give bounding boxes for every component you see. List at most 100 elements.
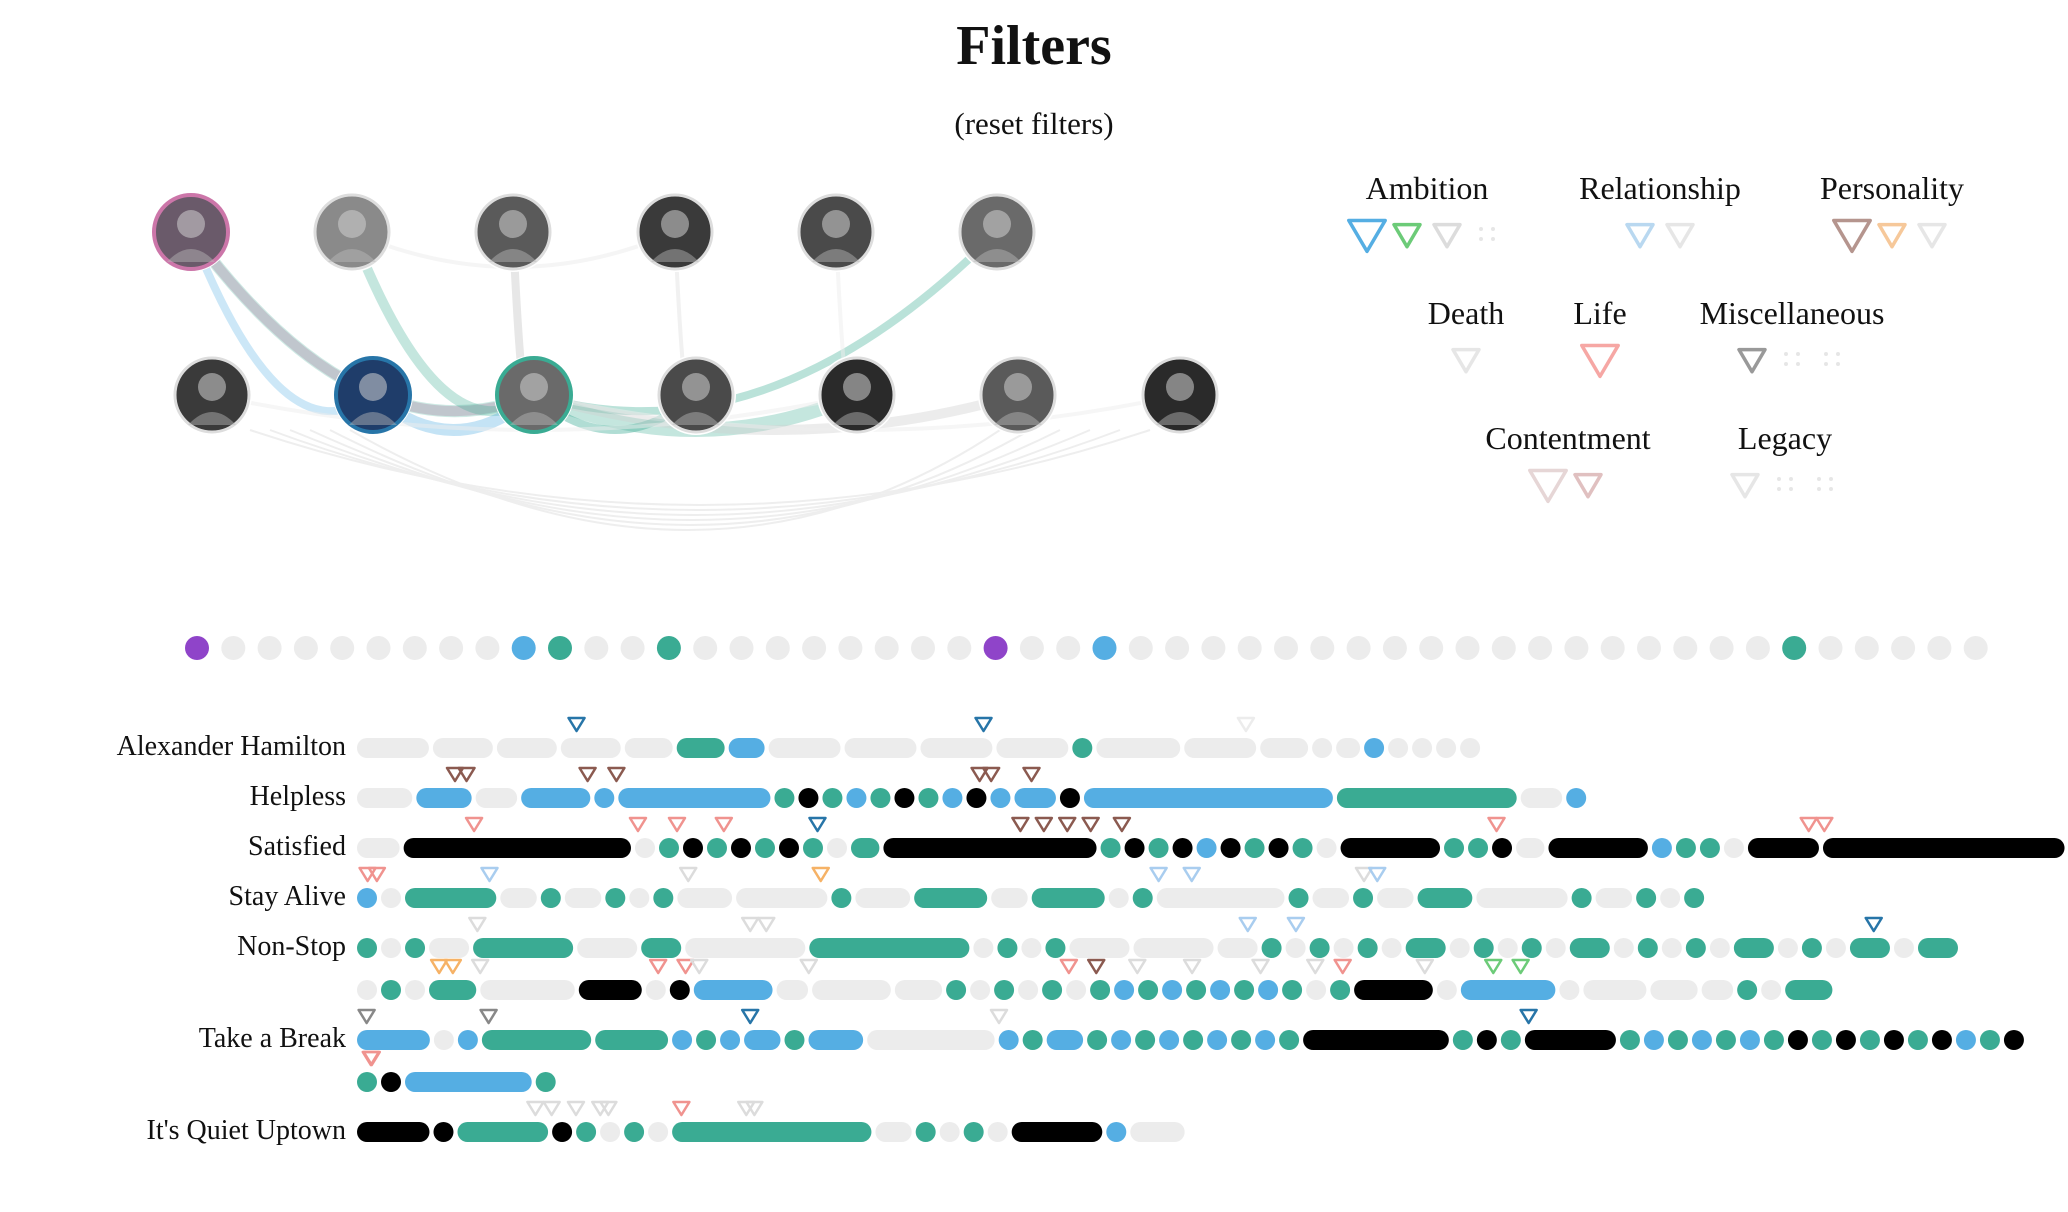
line-segment[interactable] — [576, 1122, 597, 1142]
line-segment[interactable] — [994, 980, 1015, 1000]
line-segment[interactable] — [822, 788, 843, 808]
theme-dot[interactable] — [656, 636, 681, 660]
line-segment[interactable] — [1761, 980, 1782, 1000]
line-segment[interactable] — [1436, 738, 1457, 758]
line-segment[interactable] — [1288, 888, 1309, 908]
theme-marker-icon[interactable] — [443, 958, 463, 975]
line-segment[interactable] — [1699, 838, 1720, 858]
line-segment[interactable] — [1059, 788, 1080, 808]
theme-dot[interactable] — [1382, 636, 1407, 660]
line-segment[interactable] — [1660, 888, 1681, 908]
line-segment[interactable] — [850, 838, 880, 858]
line-segment[interactable] — [648, 1122, 669, 1142]
line-segment[interactable] — [1811, 1030, 1832, 1050]
theme-marker-icon[interactable] — [981, 766, 1001, 783]
line-segment[interactable] — [1468, 838, 1489, 858]
theme-dot[interactable] — [1092, 636, 1117, 660]
character-eliza-avatar[interactable] — [151, 192, 231, 272]
line-segment[interactable] — [1548, 838, 1648, 858]
line-segment[interactable] — [855, 888, 911, 908]
line-segment[interactable] — [1087, 1030, 1108, 1050]
line-segment[interactable] — [1220, 838, 1241, 858]
line-segment[interactable] — [685, 938, 806, 958]
filter-triangle-icon[interactable] — [1665, 222, 1695, 249]
line-segment[interactable] — [578, 980, 642, 1000]
line-segment[interactable] — [990, 788, 1011, 808]
line-segment[interactable] — [1183, 1030, 1204, 1050]
line-segment[interactable] — [1234, 980, 1255, 1000]
theme-marker-icon[interactable] — [1034, 816, 1054, 833]
theme-dot[interactable] — [838, 636, 863, 660]
line-segment[interactable] — [966, 788, 987, 808]
theme-marker-icon[interactable] — [542, 1100, 561, 1117]
line-segment[interactable] — [535, 1072, 556, 1092]
theme-marker-icon[interactable] — [607, 766, 626, 783]
theme-marker-icon[interactable] — [1484, 958, 1503, 975]
filter-title-contentment[interactable]: Contentment — [1485, 420, 1651, 456]
line-segment[interactable] — [405, 1072, 532, 1092]
theme-marker-icon[interactable] — [628, 816, 648, 833]
theme-marker-icon[interactable] — [599, 1100, 618, 1117]
line-segment[interactable] — [1571, 888, 1592, 908]
line-segment[interactable] — [720, 1030, 741, 1050]
filter-triangle-icon[interactable] — [1451, 347, 1481, 374]
line-segment[interactable] — [1476, 888, 1568, 908]
theme-dot[interactable] — [1709, 636, 1734, 660]
line-segment[interactable] — [1709, 938, 1730, 958]
character-washington-avatar[interactable] — [172, 355, 252, 435]
filter-title-death[interactable]: Death — [1427, 295, 1505, 331]
line-segment[interactable] — [473, 938, 574, 958]
line-segment[interactable] — [844, 738, 917, 758]
line-segment[interactable] — [1955, 1030, 1976, 1050]
line-segment[interactable] — [381, 980, 401, 1000]
line-segment[interactable] — [1691, 1030, 1712, 1050]
line-segment[interactable] — [672, 1030, 693, 1050]
theme-marker-icon[interactable] — [1251, 958, 1270, 975]
line-segment[interactable] — [1476, 1030, 1497, 1050]
line-segment[interactable] — [1303, 1030, 1449, 1050]
filter-title-ambition[interactable]: Ambition — [1365, 170, 1489, 206]
theme-marker-icon[interactable] — [737, 1100, 756, 1117]
filter-triangle-icon[interactable] — [1432, 222, 1462, 249]
line-segment[interactable] — [381, 888, 401, 908]
theme-dot[interactable] — [511, 636, 536, 660]
filter-triangle-icon[interactable] — [1730, 472, 1760, 499]
line-segment[interactable] — [1132, 888, 1153, 908]
line-segment[interactable] — [1520, 788, 1563, 808]
character-ensemble-avatar[interactable] — [1140, 355, 1220, 435]
line-segment[interactable] — [1258, 980, 1279, 1000]
line-segment[interactable] — [939, 1122, 960, 1142]
line-segment[interactable] — [1822, 838, 2065, 858]
line-segment[interactable] — [1045, 938, 1066, 958]
theme-dot[interactable] — [366, 636, 391, 660]
character-hamilton-avatar[interactable] — [494, 355, 574, 435]
line-segment[interactable] — [1108, 888, 1129, 908]
line-segment[interactable] — [560, 738, 621, 758]
line-segment[interactable] — [1460, 980, 1556, 1000]
line-segment[interactable] — [1083, 788, 1333, 808]
line-segment[interactable] — [798, 788, 819, 808]
filter-title-relationship[interactable]: Relationship — [1579, 170, 1741, 206]
line-segment[interactable] — [996, 738, 1069, 758]
theme-dot[interactable] — [947, 636, 972, 660]
filter-triangle-icon[interactable] — [1573, 472, 1603, 499]
theme-dot[interactable] — [221, 636, 246, 660]
line-segment[interactable] — [812, 980, 891, 1000]
line-segment[interactable] — [429, 980, 477, 1000]
line-segment[interactable] — [357, 738, 429, 758]
theme-marker-icon[interactable] — [1238, 916, 1258, 933]
line-segment[interactable] — [357, 838, 400, 858]
theme-dot[interactable] — [729, 636, 754, 660]
line-segment[interactable] — [457, 1030, 478, 1050]
filter-title-miscellaneous[interactable]: Miscellaneous — [1699, 295, 1885, 331]
line-segment[interactable] — [676, 738, 725, 758]
line-segment[interactable] — [357, 1030, 430, 1050]
line-segment[interactable] — [870, 788, 891, 808]
line-segment[interactable] — [595, 1030, 669, 1050]
line-segment[interactable] — [1492, 838, 1513, 858]
theme-dot[interactable] — [1564, 636, 1589, 660]
theme-marker-icon[interactable] — [974, 716, 993, 733]
line-segment[interactable] — [1701, 980, 1734, 1000]
filter-title-personality[interactable]: Personality — [1820, 170, 1964, 206]
line-segment[interactable] — [1148, 838, 1169, 858]
